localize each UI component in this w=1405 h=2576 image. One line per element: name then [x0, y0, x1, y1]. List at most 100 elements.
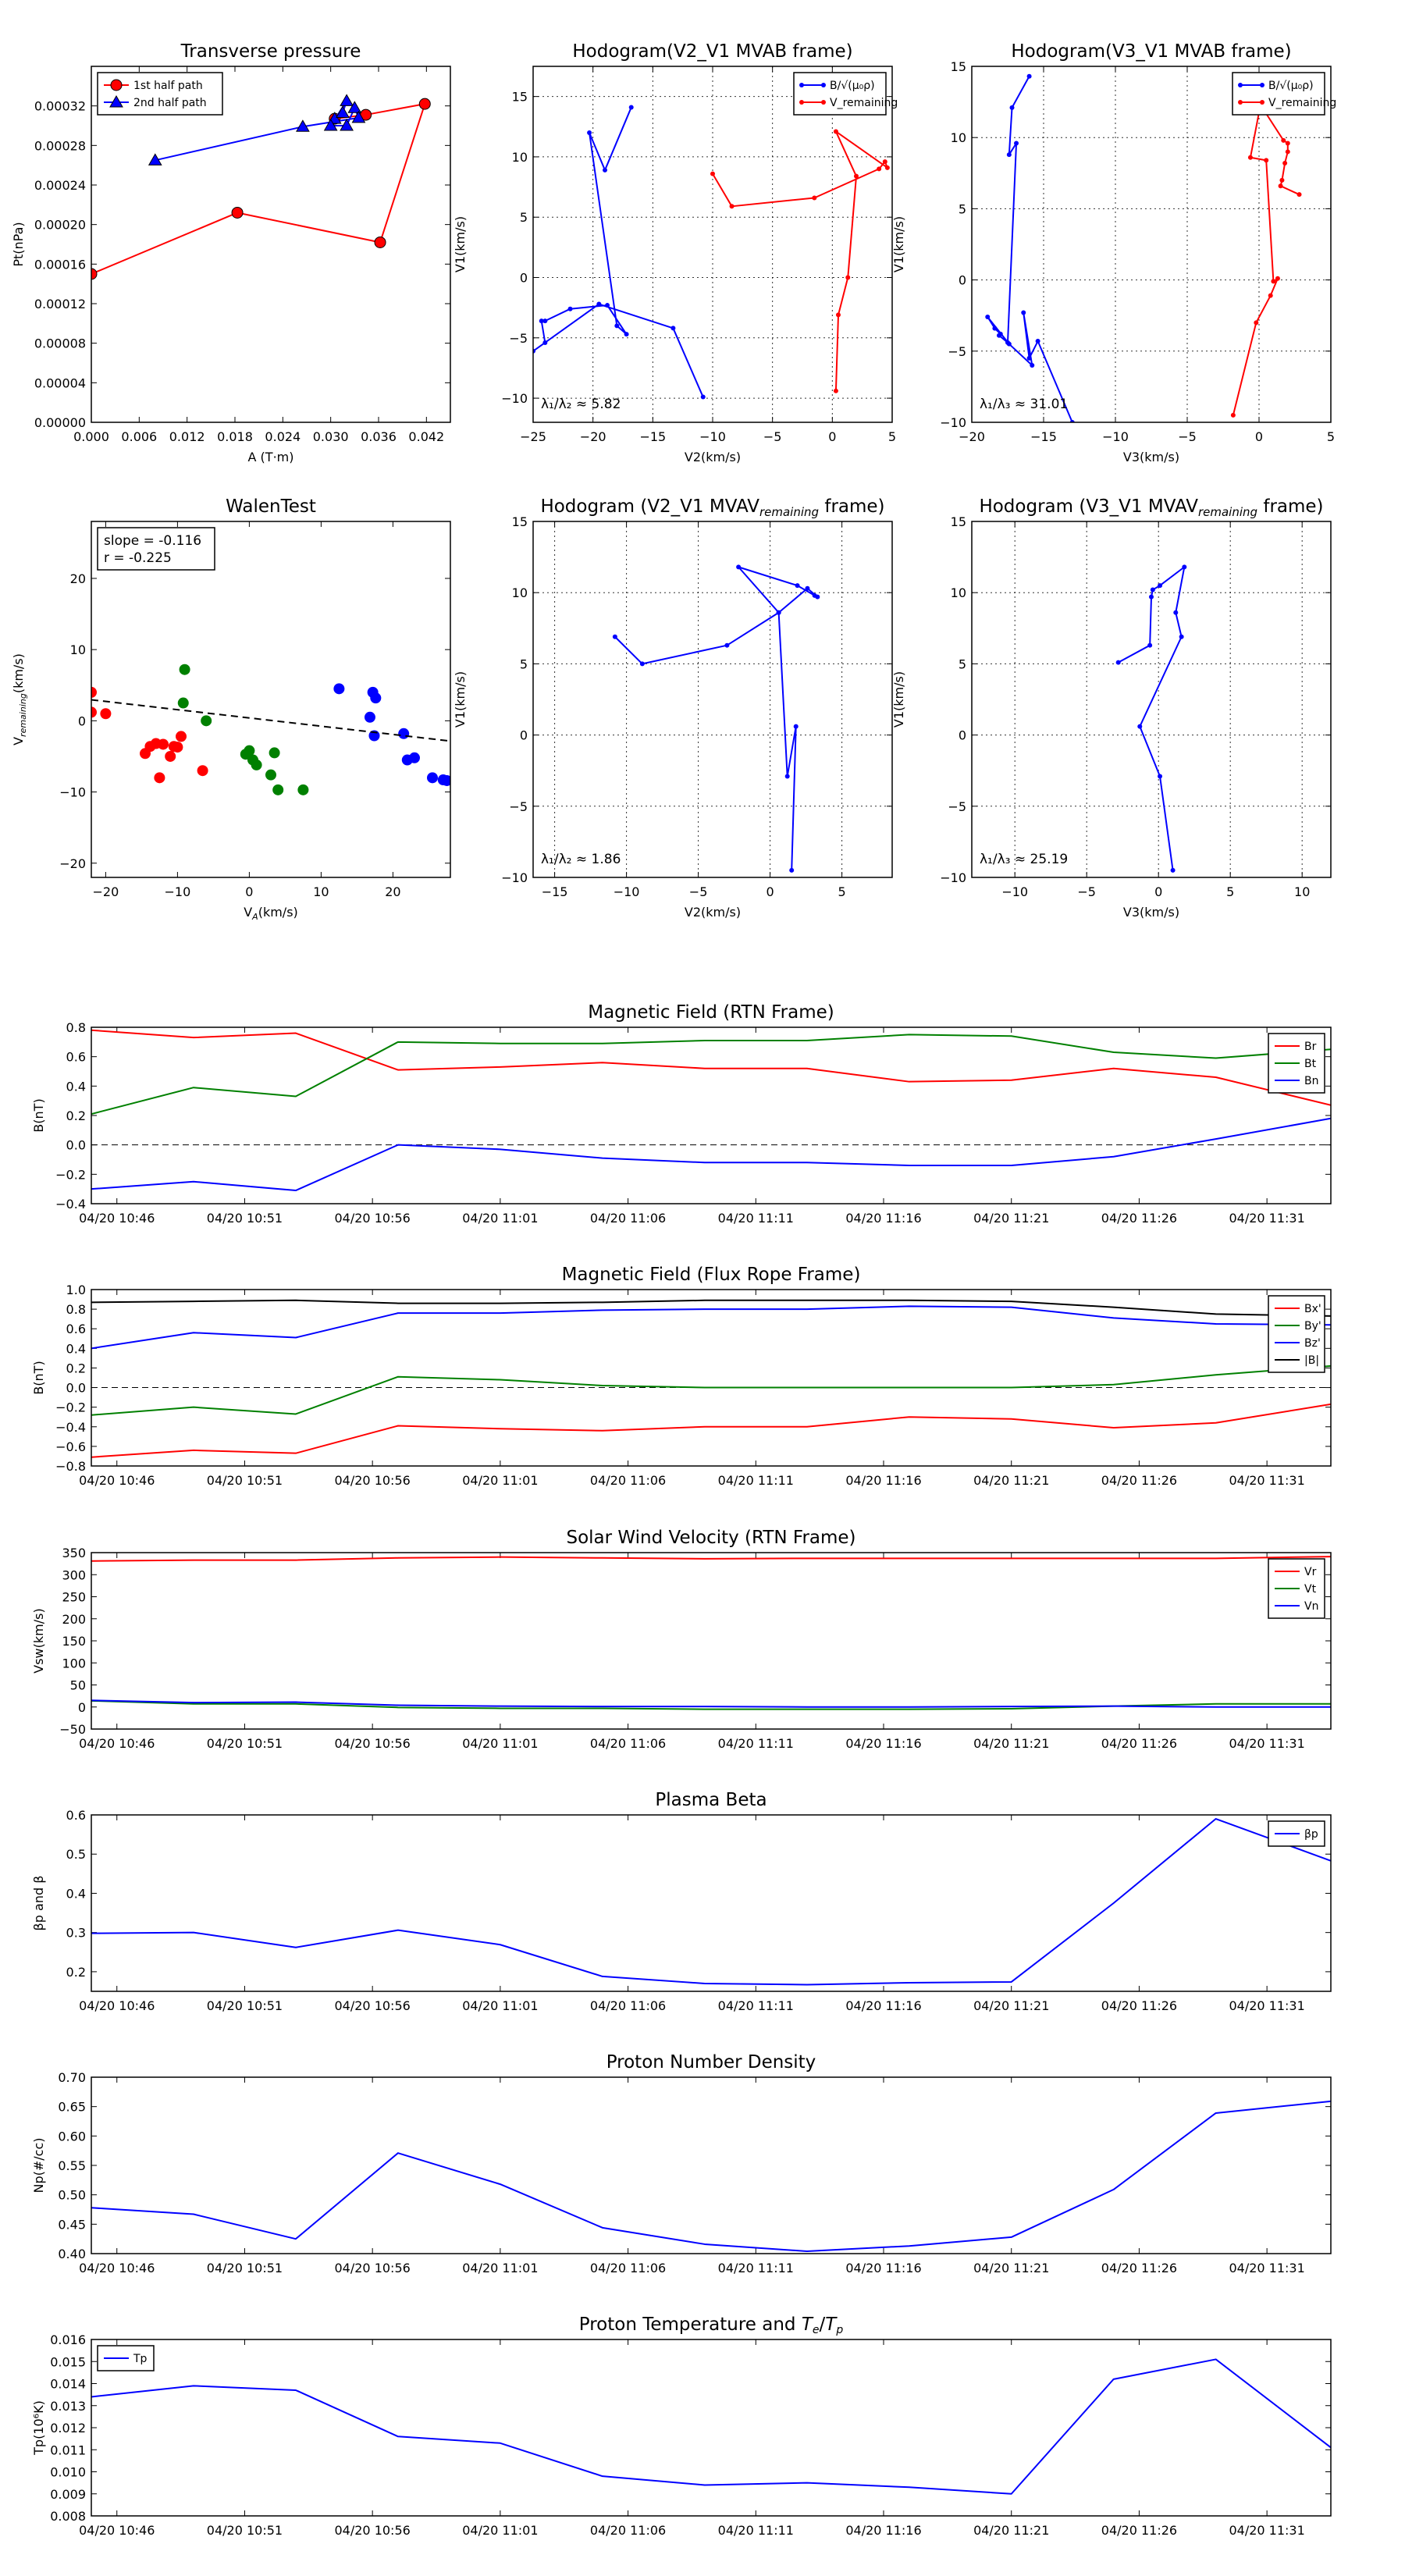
magnetic-field-flux-rope: Magnetic Field (Flux Rope Frame) 04/20 10…: [31, 1265, 1332, 1488]
plot-area: [91, 94, 431, 280]
legend-marker: [821, 100, 826, 105]
x-axis-label: A (T·m): [248, 450, 294, 464]
y-tick-label: −5: [948, 799, 966, 814]
y-tick-label: 0.0: [66, 1138, 86, 1153]
y-tick-label: 0: [78, 1700, 86, 1715]
x-tick-label: 04/20 10:51: [207, 1736, 283, 1751]
x-tick-label: 04/20 11:06: [590, 2261, 666, 2275]
x-tick-label: 0.018: [217, 429, 253, 444]
data-point: [100, 708, 112, 720]
x-tick-label: 04/20 10:46: [79, 2261, 155, 2275]
plot-frame: [91, 66, 451, 423]
series-v-remaining-point: [1282, 161, 1288, 166]
series-v-remaining-point: [1297, 192, 1302, 197]
series-b-point: [1026, 355, 1032, 361]
x-tick-label: 04/20 11:16: [845, 1998, 921, 2013]
series-v-remaining-point: [845, 275, 851, 280]
x-tick-label: −5: [763, 429, 782, 444]
plot-frame: [971, 66, 1332, 423]
y-tick-label: 0.00032: [34, 99, 86, 114]
data-point: [244, 745, 255, 756]
legend-box: [793, 72, 887, 116]
legend-label: B/√(μ₀ρ): [830, 80, 875, 92]
series-b-point: [542, 318, 548, 324]
y-tick-label: 0.00008: [34, 336, 86, 351]
series-s0-point: [612, 634, 617, 639]
plot-area: [91, 664, 450, 795]
legend-marker: [110, 79, 123, 91]
series-tp-line: [91, 2358, 1331, 2495]
series-s0-point: [1182, 564, 1187, 570]
x-tick-label: 04/20 11:26: [1101, 1473, 1177, 1488]
chart-title: Transverse pressure: [180, 41, 361, 62]
plot-area: [91, 1299, 1331, 1458]
plot-frame: [91, 1026, 1332, 1204]
y-tick-label: −0.2: [55, 1400, 86, 1415]
series-v-remaining-point: [882, 159, 887, 165]
series-s0-point: [1170, 867, 1176, 873]
y-tick-label: 0.55: [58, 2158, 86, 2173]
x-axis-label: VA(km/s): [244, 905, 298, 922]
x-tick-label: −25: [520, 429, 546, 444]
x-tick-label: 04/20 11:11: [718, 1473, 794, 1488]
plot-frame: [971, 521, 1332, 878]
y-tick-label: −10: [501, 391, 528, 406]
x-tick-label: 04/20 11:01: [462, 1998, 538, 2013]
y-tick-label: 5: [959, 656, 966, 671]
series-v-remaining-point: [1285, 141, 1290, 146]
series-v-remaining-point: [854, 173, 859, 179]
x-tick-label: 0: [245, 884, 253, 899]
x-tick-label: 04/20 11:01: [462, 2261, 538, 2275]
y-axis-label: Np(#/cc): [31, 2138, 46, 2194]
x-axis-label: V2(km/s): [685, 450, 741, 464]
series-b-point: [624, 332, 629, 337]
y-tick-label: 0.00024: [34, 178, 86, 193]
series-v-remaining-point: [812, 195, 817, 201]
series-b-line: [987, 76, 1073, 422]
series-s0-point: [793, 724, 799, 729]
series-2nd-half-path-point: [148, 153, 162, 165]
y-tick-label: −10: [940, 870, 966, 885]
stats-line: slope = -0.116: [104, 533, 201, 549]
x-tick-label: 5: [1226, 884, 1234, 899]
y-tick-label: 0.8: [66, 1302, 86, 1317]
series-v-remaining-point: [1275, 276, 1280, 281]
series-s0-line: [614, 566, 819, 870]
x-tick-label: 0.030: [313, 429, 349, 444]
series-b-point: [985, 315, 991, 320]
y-tick-label: −0.4: [55, 1420, 86, 1435]
series-b-point: [1030, 363, 1035, 368]
x-tick-label: 04/20 11:16: [845, 1736, 921, 1751]
x-tick-label: 04/20 10:51: [207, 1998, 283, 2013]
y-tick-label: −20: [59, 856, 86, 871]
plot-frame: [91, 521, 451, 878]
y-tick-label: −5: [509, 799, 528, 814]
x-tick-label: 04/20 11:01: [462, 1736, 538, 1751]
y-axis-label: βp and β: [31, 1876, 46, 1931]
x-axis-label: V3(km/s): [1123, 450, 1179, 464]
x-tick-label: 04/20 10:46: [79, 1473, 155, 1488]
legend-marker: [1238, 83, 1243, 87]
series-2nd-half-path-point: [340, 118, 354, 131]
y-tick-label: 0.60: [58, 2129, 86, 2144]
plot-area: [1115, 564, 1187, 873]
x-tick-label: 04/20 11:31: [1229, 1211, 1304, 1226]
data-point: [177, 697, 189, 709]
legend-marker: [109, 94, 123, 108]
y-tick-label: 300: [62, 1567, 86, 1582]
y-tick-label: 200: [62, 1612, 86, 1627]
legend: Vr Vt Vn: [1268, 1558, 1325, 1619]
x-tick-label: 0: [767, 884, 774, 899]
series-b-point: [587, 130, 592, 136]
series-v-remaining-point: [877, 166, 882, 172]
y-tick-label: 0.2: [66, 1108, 86, 1123]
x-tick-label: 04/20 10:56: [335, 1736, 411, 1751]
x-tick-label: 10: [313, 884, 329, 899]
y-tick-label: −50: [59, 1722, 86, 1737]
legend-label: Bn: [1304, 1075, 1318, 1087]
series-v-remaining-point: [1279, 177, 1285, 183]
legend: Bx' By' Bz' |B|: [1268, 1295, 1325, 1373]
legend-box: [1232, 72, 1325, 116]
y-tick-label: 5: [959, 201, 966, 216]
